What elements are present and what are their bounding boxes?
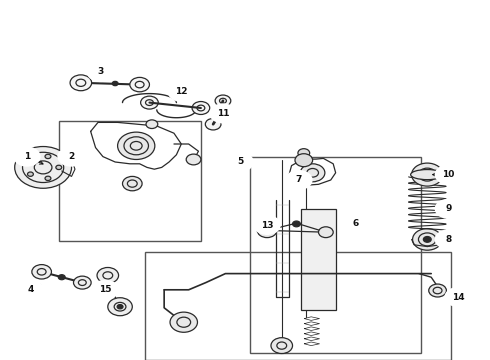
Circle shape [141,96,158,109]
Circle shape [295,154,313,167]
Circle shape [17,280,44,300]
Circle shape [192,102,210,114]
Text: 14: 14 [452,292,465,302]
Circle shape [444,287,472,307]
Text: 8: 8 [445,235,451,244]
Text: 1: 1 [24,152,30,161]
Ellipse shape [411,170,444,180]
Circle shape [300,164,325,182]
Circle shape [186,154,201,165]
Circle shape [97,267,119,283]
Circle shape [429,284,446,297]
Text: 4: 4 [27,285,34,294]
Text: 2: 2 [68,152,74,161]
Circle shape [70,75,92,91]
Circle shape [205,118,221,130]
Circle shape [27,172,33,176]
Text: 12: 12 [175,87,188,96]
Circle shape [226,152,254,172]
Circle shape [257,223,277,238]
Circle shape [118,132,155,159]
Circle shape [215,95,231,107]
Text: 11: 11 [217,109,229,118]
Circle shape [74,276,91,289]
Circle shape [15,147,72,188]
Circle shape [435,199,462,219]
Text: 5: 5 [237,157,243,166]
Circle shape [130,77,149,92]
Text: 7: 7 [295,175,302,184]
Circle shape [435,165,462,185]
Circle shape [108,298,132,316]
Text: 9: 9 [445,204,452,213]
Circle shape [13,147,41,167]
Text: 3: 3 [98,68,103,77]
Circle shape [342,213,369,233]
Circle shape [117,305,123,309]
Circle shape [293,221,300,227]
Circle shape [45,176,51,180]
Circle shape [56,165,62,170]
Circle shape [435,229,462,249]
Circle shape [92,280,119,300]
Circle shape [413,229,442,250]
Text: 10: 10 [442,170,455,179]
Circle shape [285,170,313,190]
Circle shape [168,82,195,102]
Circle shape [45,154,51,159]
Circle shape [146,120,158,129]
Circle shape [57,147,85,167]
Circle shape [58,275,65,280]
Circle shape [271,338,293,354]
Circle shape [318,227,333,238]
Circle shape [87,62,114,82]
Circle shape [32,265,51,279]
Text: 13: 13 [261,220,273,230]
Text: 15: 15 [99,285,112,294]
Text: 6: 6 [352,219,358,228]
Bar [301,209,336,310]
Circle shape [170,312,197,332]
Circle shape [298,149,310,157]
Circle shape [27,158,33,163]
Circle shape [209,103,237,123]
Circle shape [112,81,118,86]
Circle shape [253,215,281,235]
Circle shape [122,176,142,191]
Circle shape [423,237,431,242]
Circle shape [412,163,443,186]
